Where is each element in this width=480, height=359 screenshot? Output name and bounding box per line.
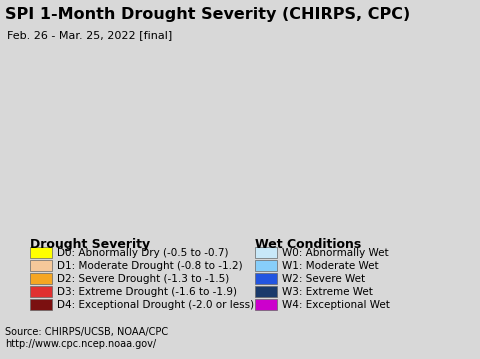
Text: D3: Extreme Drought (-1.6 to -1.9): D3: Extreme Drought (-1.6 to -1.9) <box>57 287 237 297</box>
Bar <box>255 299 277 310</box>
Text: W4: Exceptional Wet: W4: Exceptional Wet <box>282 300 390 310</box>
Text: W0: Abnormally Wet: W0: Abnormally Wet <box>282 248 389 258</box>
Bar <box>30 260 52 271</box>
Text: Drought Severity: Drought Severity <box>30 238 150 251</box>
Bar <box>255 260 277 271</box>
Text: Feb. 26 - Mar. 25, 2022 [final]: Feb. 26 - Mar. 25, 2022 [final] <box>7 30 172 40</box>
Bar <box>30 286 52 297</box>
Text: Source: CHIRPS/UCSB, NOAA/CPC: Source: CHIRPS/UCSB, NOAA/CPC <box>5 327 168 337</box>
Bar <box>30 247 52 258</box>
Text: D4: Exceptional Drought (-2.0 or less): D4: Exceptional Drought (-2.0 or less) <box>57 300 254 310</box>
Text: D1: Moderate Drought (-0.8 to -1.2): D1: Moderate Drought (-0.8 to -1.2) <box>57 261 242 271</box>
Bar <box>255 286 277 297</box>
Text: Wet Conditions: Wet Conditions <box>255 238 361 251</box>
Text: http://www.cpc.ncep.noaa.gov/: http://www.cpc.ncep.noaa.gov/ <box>5 339 156 349</box>
Bar <box>255 273 277 284</box>
Bar <box>30 299 52 310</box>
Bar <box>255 247 277 258</box>
Text: D0: Abnormally Dry (-0.5 to -0.7): D0: Abnormally Dry (-0.5 to -0.7) <box>57 248 228 258</box>
Text: W3: Extreme Wet: W3: Extreme Wet <box>282 287 373 297</box>
Text: D2: Severe Drought (-1.3 to -1.5): D2: Severe Drought (-1.3 to -1.5) <box>57 274 229 284</box>
Text: SPI 1-Month Drought Severity (CHIRPS, CPC): SPI 1-Month Drought Severity (CHIRPS, CP… <box>5 7 410 22</box>
Text: W1: Moderate Wet: W1: Moderate Wet <box>282 261 379 271</box>
Bar <box>30 273 52 284</box>
Text: W2: Severe Wet: W2: Severe Wet <box>282 274 365 284</box>
